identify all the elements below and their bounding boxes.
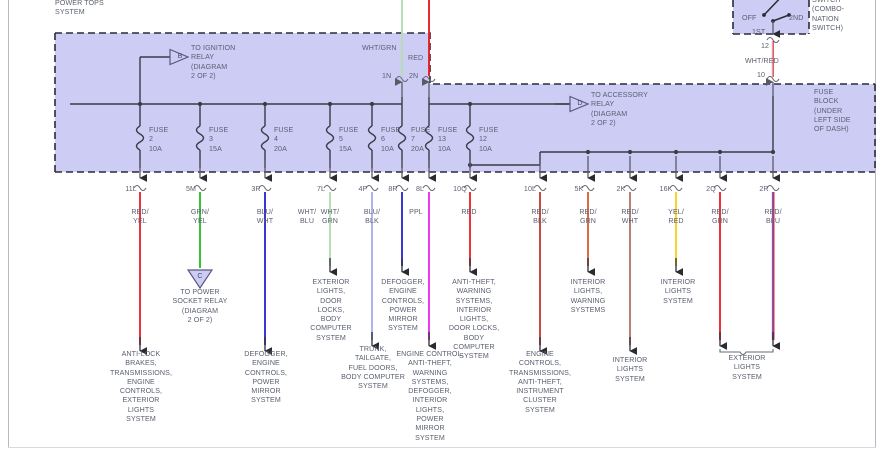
wire-color-2r: RED/ BLU xyxy=(764,208,782,226)
switch-position-off: OFF xyxy=(742,14,757,22)
switch-out-terminal: 12 xyxy=(761,42,770,50)
wire-color-5m: GRN/ YEL xyxy=(190,208,210,226)
combination-switch-label: SWITCH (COMBO- NATION SWITCH) xyxy=(812,0,845,32)
switch-out-wire-color: WHT/RED xyxy=(745,57,779,65)
terminal-4p: 4P xyxy=(358,185,368,193)
terminal-2q: 2Q xyxy=(706,185,716,193)
dest-8l: ENGINE CONTROL, ANTI-THEFT, WARNING SYST… xyxy=(396,350,464,442)
dest-11l: ANTI-LOCK BRAKES, TRANSMISSIONS, ENGINE … xyxy=(109,350,173,424)
dest-exterior-lights-shared: EXTERIOR LIGHTS SYSTEM xyxy=(728,354,766,381)
relay-b-label: TO IGNITION RELAY (DIAGRAM 2 OF 2) xyxy=(191,44,236,80)
fuse-7-label: FUSE 7 20A xyxy=(411,126,431,153)
terminal-5k: 5K xyxy=(574,185,584,193)
switch-position-1st: 1ST xyxy=(752,28,766,36)
wire-color-2q: RED/ GRN xyxy=(711,208,729,226)
power-tops-note: POWER TOPS SYSTEM xyxy=(55,0,104,17)
relay-b-id: B xyxy=(177,52,183,60)
dest-10l: ENGINE CONTROLS, TRANSMISSIONS, ANTI-THE… xyxy=(508,350,572,414)
wire-color-7l: WHT/ GRN xyxy=(320,208,340,226)
wire-color-10q: RED xyxy=(461,208,477,216)
terminal-8l: 8L xyxy=(415,185,425,193)
switch-position-2nd: 2ND xyxy=(789,14,804,22)
dest-5m: TO POWER SOCKET RELAY (DIAGRAM 2 OF 2) xyxy=(172,288,228,324)
fuse-5-label: FUSE 5 15A xyxy=(339,126,359,153)
fuse-4-label: FUSE 4 20A xyxy=(274,126,294,153)
terminal-10q: 10Q xyxy=(453,185,467,193)
wire-color-16k: YEL/ RED xyxy=(668,208,684,226)
terminal-5m: 5M xyxy=(185,185,197,193)
feed-2n-color: RED xyxy=(408,54,424,62)
feed-2n-terminal: 2N xyxy=(409,72,419,80)
page-border-bottom xyxy=(8,447,876,448)
fuse-6-label: FUSE 6 10A xyxy=(381,126,401,153)
fuse-block-terminal-10: 10 xyxy=(757,71,766,79)
relay-c-id: C xyxy=(197,272,203,280)
fuse-2-label: FUSE 2 10A xyxy=(149,126,169,153)
dest-2k: INTERIOR LIGHTS SYSTEM xyxy=(612,356,648,383)
terminal-10l: 10L xyxy=(523,185,537,193)
feed-1n-color: WHT/GRN xyxy=(362,44,397,52)
terminal-3r: 3R xyxy=(251,185,261,193)
fuse-13-label: FUSE 13 10A xyxy=(438,126,458,153)
page-border-right xyxy=(875,0,876,448)
dest-4p: TRUNK, TAILGATE, FUEL DOORS, BODY COMPUT… xyxy=(341,345,405,391)
fuse-3-label: FUSE 3 15A xyxy=(209,126,229,153)
wire-color-5k: RED/ GRN xyxy=(579,208,597,226)
wire-color-10l: RED/ BLK xyxy=(531,208,549,226)
feed-1n-terminal: 1N xyxy=(382,72,392,80)
wire-color-2k: RED/ WHT xyxy=(621,208,639,226)
page-border-left xyxy=(8,0,9,448)
fuse-block-label: FUSE BLOCK (UNDER LEFT SIDE OF DASH) xyxy=(814,88,851,134)
terminal-2k: 2K xyxy=(616,185,626,193)
fuse-12-label: FUSE 12 10A xyxy=(479,126,499,153)
wire-color-8r: BLU/ BLK xyxy=(363,208,381,226)
terminal-2r: 2R xyxy=(759,185,769,193)
wire-color-3r: BLU/ WHT xyxy=(256,208,274,226)
terminal-16k: 16K xyxy=(659,185,673,193)
dest-10q: ANTI-THEFT, WARNING SYSTEMS, INTERIOR LI… xyxy=(448,278,500,361)
terminal-7l: 7L xyxy=(316,185,326,193)
dest-7l: EXTERIOR LIGHTS, DOOR LOCKS, BODY COMPUT… xyxy=(310,278,352,342)
wire-color-4p: WHT/ BLU xyxy=(297,208,317,226)
dest-8r: DEFOGGER, ENGINE CONTROLS, POWER MIRROR … xyxy=(381,278,425,333)
wire-color-8l: PPL xyxy=(409,208,423,216)
dest-3r: DEFOGGER, ENGINE CONTROLS, POWER MIRROR … xyxy=(244,350,288,405)
relay-d-label: TO ACCESSORY RELAY (DIAGRAM 2 OF 2) xyxy=(591,91,648,127)
terminal-8r: 8R xyxy=(388,185,398,193)
dest-5k: INTERIOR LIGHTS, WARNING SYSTEMS xyxy=(570,278,606,314)
wire-color-11l: RED/ YEL xyxy=(131,208,149,226)
terminal-11l: 11L xyxy=(125,185,137,193)
relay-d-id: D xyxy=(577,99,583,107)
dest-16k: INTERIOR LIGHTS SYSTEM xyxy=(660,278,696,305)
